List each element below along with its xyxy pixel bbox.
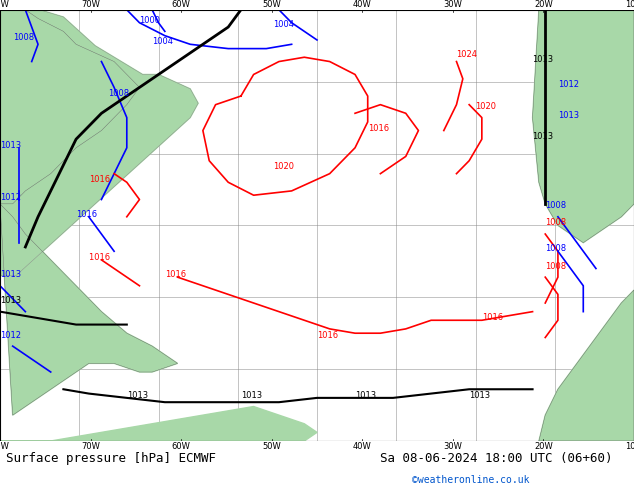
Text: 1008: 1008 bbox=[108, 89, 129, 98]
Text: 10W: 10W bbox=[624, 442, 634, 451]
Text: 1020: 1020 bbox=[476, 102, 496, 111]
Text: 1013: 1013 bbox=[533, 54, 553, 64]
Text: 60W: 60W bbox=[172, 442, 191, 451]
Text: 1012: 1012 bbox=[558, 80, 579, 89]
Text: 1016: 1016 bbox=[482, 313, 503, 322]
Text: 40W: 40W bbox=[353, 442, 372, 451]
Text: 1013: 1013 bbox=[127, 391, 148, 400]
Text: 30W: 30W bbox=[443, 0, 462, 9]
Text: 1016: 1016 bbox=[76, 210, 97, 219]
Polygon shape bbox=[0, 10, 139, 204]
Polygon shape bbox=[0, 204, 178, 415]
Polygon shape bbox=[0, 407, 317, 441]
Text: 1013: 1013 bbox=[355, 391, 376, 400]
Text: 1008: 1008 bbox=[545, 219, 566, 227]
Text: 1013: 1013 bbox=[0, 141, 21, 150]
Text: 1020: 1020 bbox=[273, 162, 294, 171]
Text: 20W: 20W bbox=[534, 0, 553, 9]
Text: 30W: 30W bbox=[443, 442, 462, 451]
Text: 1016: 1016 bbox=[89, 175, 110, 184]
Text: 1016: 1016 bbox=[89, 253, 112, 262]
Text: ©weatheronline.co.uk: ©weatheronline.co.uk bbox=[412, 475, 529, 485]
Polygon shape bbox=[533, 10, 634, 243]
Text: 60W: 60W bbox=[172, 0, 191, 9]
Text: 1013: 1013 bbox=[241, 391, 262, 400]
Text: 50W: 50W bbox=[262, 442, 281, 451]
Text: 1013: 1013 bbox=[558, 111, 579, 120]
Text: 80W: 80W bbox=[0, 0, 10, 9]
Text: 10W: 10W bbox=[624, 0, 634, 9]
Text: 1008: 1008 bbox=[545, 262, 566, 270]
Text: 1000: 1000 bbox=[139, 16, 160, 24]
Text: 1016: 1016 bbox=[368, 123, 389, 132]
Text: 1008: 1008 bbox=[545, 201, 566, 210]
Text: 1013: 1013 bbox=[0, 296, 21, 305]
Text: 1004: 1004 bbox=[152, 37, 173, 46]
Text: 70W: 70W bbox=[81, 442, 100, 451]
Polygon shape bbox=[0, 10, 198, 276]
Text: 1004: 1004 bbox=[273, 20, 294, 29]
Text: 70W: 70W bbox=[81, 0, 100, 9]
Text: 80W: 80W bbox=[0, 442, 10, 451]
Text: 1008: 1008 bbox=[13, 33, 34, 42]
Text: 1008: 1008 bbox=[545, 245, 566, 253]
Text: 1013: 1013 bbox=[469, 391, 490, 400]
Text: 50W: 50W bbox=[262, 0, 281, 9]
Text: 1012: 1012 bbox=[0, 193, 21, 201]
Text: 1016: 1016 bbox=[317, 331, 338, 340]
Text: 1016: 1016 bbox=[165, 270, 186, 279]
Text: 20W: 20W bbox=[534, 442, 553, 451]
Text: 1013: 1013 bbox=[0, 270, 21, 279]
Polygon shape bbox=[539, 290, 634, 441]
Text: 1013: 1013 bbox=[533, 132, 553, 141]
Text: Surface pressure [hPa] ECMWF: Surface pressure [hPa] ECMWF bbox=[6, 452, 216, 465]
Text: 1024: 1024 bbox=[456, 50, 477, 59]
Text: Sa 08-06-2024 18:00 UTC (06+60): Sa 08-06-2024 18:00 UTC (06+60) bbox=[380, 452, 613, 465]
Text: 40W: 40W bbox=[353, 0, 372, 9]
Text: 1012: 1012 bbox=[0, 331, 21, 340]
